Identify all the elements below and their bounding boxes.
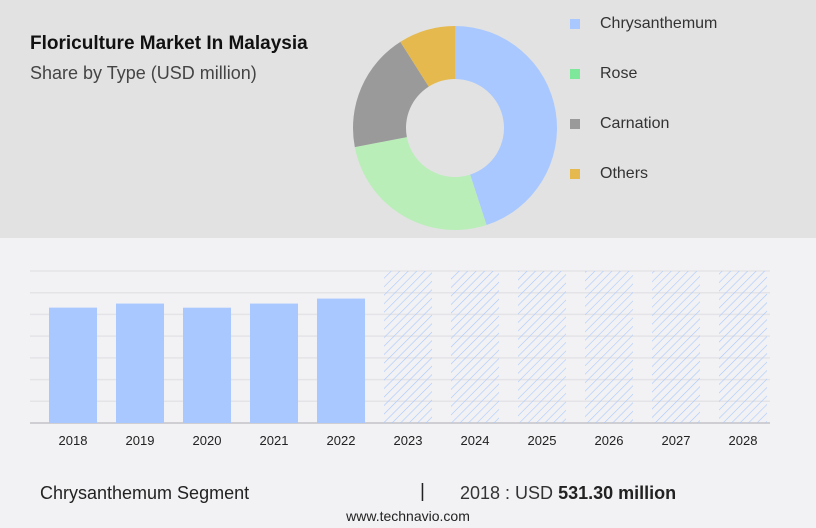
x-tick-label: 2024 [461, 433, 490, 448]
site-url: www.technavio.com [346, 508, 470, 524]
x-tick-label: 2027 [662, 433, 691, 448]
bar-chart: 2018 2019 2020 2021 2022 2023 2024 2025 2026 2027… [30, 270, 770, 448]
legend-swatch [570, 69, 580, 79]
x-tick-label: 2022 [327, 433, 356, 448]
forecast-bar-2024 [451, 271, 499, 423]
footer-separator: | [420, 481, 425, 502]
donut-slice-chrysanthemum [455, 26, 558, 226]
x-tick-label: 2025 [528, 433, 557, 448]
forecast-bar-2023 [384, 271, 432, 423]
forecast-bar-2028 [719, 271, 767, 423]
bar-2021 [250, 303, 298, 423]
chart-subtitle: Share by Type (USD million) [30, 63, 257, 83]
bar-2019 [116, 303, 164, 423]
forecast-bar-2026 [585, 271, 633, 423]
legend-swatch [570, 119, 580, 129]
bar-2022 [317, 298, 365, 423]
chart-title: Floriculture Market In Malaysia [30, 33, 308, 54]
legend-swatch [570, 19, 580, 29]
segment-label: Chrysanthemum Segment [40, 483, 250, 503]
segment-value: 2018 : USD 531.30 million [460, 483, 677, 503]
donut-chart [353, 26, 558, 231]
x-tick-label: 2019 [126, 433, 155, 448]
x-tick-label: 2023 [394, 433, 423, 448]
x-tick-label: 2028 [729, 433, 758, 448]
x-tick-label: 2026 [595, 433, 624, 448]
x-tick-label: 2021 [260, 433, 289, 448]
donut-slice-others [400, 26, 455, 87]
x-tick-label: 2020 [193, 433, 222, 448]
bar-2018 [49, 307, 97, 423]
legend-swatch [570, 169, 580, 179]
bar-2020 [183, 307, 231, 423]
donut-slice-rose [354, 137, 487, 231]
x-tick-label: 2018 [59, 433, 88, 448]
forecast-bar-2025 [518, 271, 566, 423]
donut-slice-carnation [353, 41, 429, 148]
forecast-bar-2027 [652, 271, 700, 423]
